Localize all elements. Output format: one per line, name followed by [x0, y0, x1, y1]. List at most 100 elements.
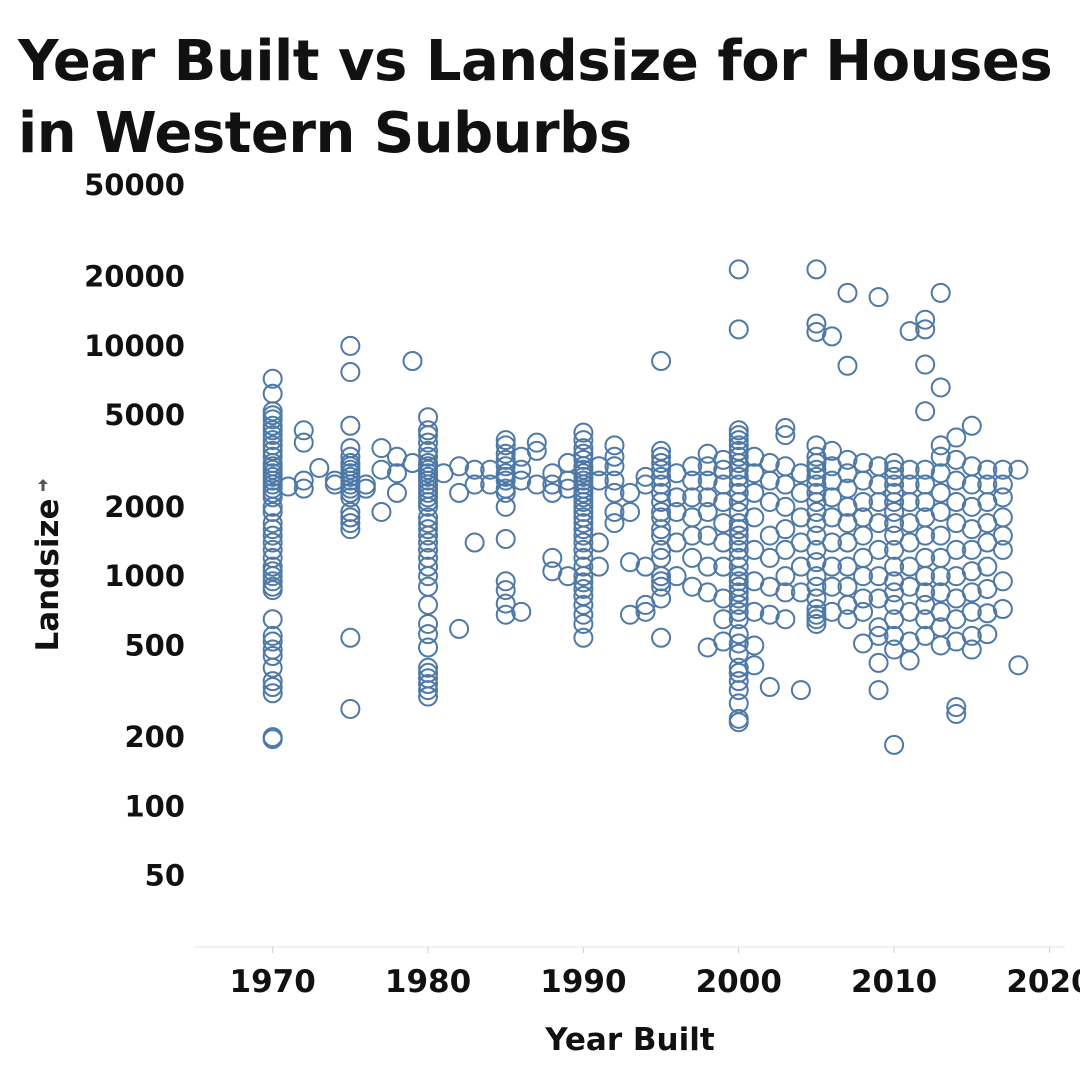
data-point[interactable]: [418, 674, 439, 695]
data-point[interactable]: [418, 686, 439, 707]
data-point[interactable]: [682, 487, 703, 508]
data-point[interactable]: [853, 588, 874, 609]
data-point[interactable]: [573, 487, 594, 508]
data-point[interactable]: [355, 478, 376, 499]
data-point[interactable]: [992, 539, 1013, 560]
data-point[interactable]: [635, 474, 656, 495]
data-point[interactable]: [666, 566, 687, 587]
data-point[interactable]: [930, 282, 951, 303]
data-point[interactable]: [495, 435, 516, 456]
data-point[interactable]: [930, 446, 951, 467]
data-point[interactable]: [262, 657, 283, 678]
data-point[interactable]: [262, 420, 283, 441]
data-point[interactable]: [1008, 459, 1029, 480]
data-point[interactable]: [573, 496, 594, 517]
data-point[interactable]: [573, 613, 594, 634]
data-point[interactable]: [961, 582, 982, 603]
data-point[interactable]: [418, 556, 439, 577]
data-point[interactable]: [821, 326, 842, 347]
data-point[interactable]: [853, 470, 874, 491]
data-point[interactable]: [340, 446, 361, 467]
data-point[interactable]: [728, 633, 749, 654]
data-point[interactable]: [340, 513, 361, 534]
sort-icon[interactable]: [38, 479, 48, 491]
data-point[interactable]: [324, 474, 345, 495]
data-point[interactable]: [418, 513, 439, 534]
data-point[interactable]: [402, 351, 423, 372]
data-point[interactable]: [992, 487, 1013, 508]
data-point[interactable]: [604, 456, 625, 477]
data-point[interactable]: [604, 470, 625, 491]
data-point[interactable]: [961, 474, 982, 495]
data-point[interactable]: [495, 571, 516, 592]
data-point[interactable]: [728, 319, 749, 340]
data-point[interactable]: [899, 491, 920, 512]
data-point[interactable]: [899, 459, 920, 480]
data-point[interactable]: [542, 474, 563, 495]
data-point[interactable]: [588, 556, 609, 577]
data-point[interactable]: [418, 482, 439, 503]
data-point[interactable]: [775, 609, 796, 630]
data-point[interactable]: [884, 639, 905, 660]
data-point[interactable]: [759, 604, 780, 625]
data-point[interactable]: [651, 576, 672, 597]
data-point[interactable]: [806, 588, 827, 609]
data-point[interactable]: [418, 539, 439, 560]
data-point[interactable]: [977, 459, 998, 480]
data-point[interactable]: [511, 470, 532, 491]
data-point[interactable]: [759, 470, 780, 491]
data-point[interactable]: [930, 501, 951, 522]
data-point[interactable]: [868, 287, 889, 308]
data-point[interactable]: [837, 449, 858, 470]
data-point[interactable]: [992, 599, 1013, 620]
data-point[interactable]: [651, 588, 672, 609]
data-point[interactable]: [868, 652, 889, 673]
data-point[interactable]: [262, 513, 283, 534]
data-point[interactable]: [775, 425, 796, 446]
data-point[interactable]: [651, 453, 672, 474]
data-point[interactable]: [821, 440, 842, 461]
data-point[interactable]: [651, 519, 672, 540]
data-point[interactable]: [790, 680, 811, 701]
data-point[interactable]: [868, 625, 889, 646]
data-point[interactable]: [464, 474, 485, 495]
data-point[interactable]: [495, 529, 516, 550]
data-point[interactable]: [992, 507, 1013, 528]
data-point[interactable]: [961, 639, 982, 660]
data-point[interactable]: [418, 446, 439, 467]
data-point[interactable]: [930, 482, 951, 503]
data-point[interactable]: [697, 501, 718, 522]
data-point[interactable]: [262, 677, 283, 698]
data-point[interactable]: [775, 582, 796, 603]
data-point[interactable]: [511, 601, 532, 622]
data-point[interactable]: [728, 425, 749, 446]
data-point[interactable]: [418, 576, 439, 597]
data-point[interactable]: [790, 556, 811, 577]
data-point[interactable]: [386, 463, 407, 484]
data-point[interactable]: [449, 482, 470, 503]
data-point[interactable]: [775, 519, 796, 540]
data-point[interactable]: [542, 547, 563, 568]
data-point[interactable]: [790, 463, 811, 484]
data-point[interactable]: [542, 482, 563, 503]
data-point[interactable]: [651, 466, 672, 487]
data-point[interactable]: [588, 532, 609, 553]
data-point[interactable]: [728, 671, 749, 692]
data-point[interactable]: [635, 556, 656, 577]
data-point[interactable]: [961, 625, 982, 646]
data-point[interactable]: [682, 525, 703, 546]
data-point[interactable]: [371, 438, 392, 459]
data-point[interactable]: [728, 712, 749, 733]
data-point[interactable]: [418, 420, 439, 441]
data-point[interactable]: [495, 449, 516, 470]
data-point[interactable]: [759, 677, 780, 698]
data-point[interactable]: [449, 456, 470, 477]
data-point[interactable]: [604, 435, 625, 456]
data-point[interactable]: [728, 556, 749, 577]
data-point[interactable]: [293, 420, 314, 441]
data-point[interactable]: [915, 319, 936, 340]
data-point[interactable]: [946, 539, 967, 560]
data-point[interactable]: [573, 572, 594, 593]
data-point[interactable]: [728, 539, 749, 560]
data-point[interactable]: [418, 491, 439, 512]
